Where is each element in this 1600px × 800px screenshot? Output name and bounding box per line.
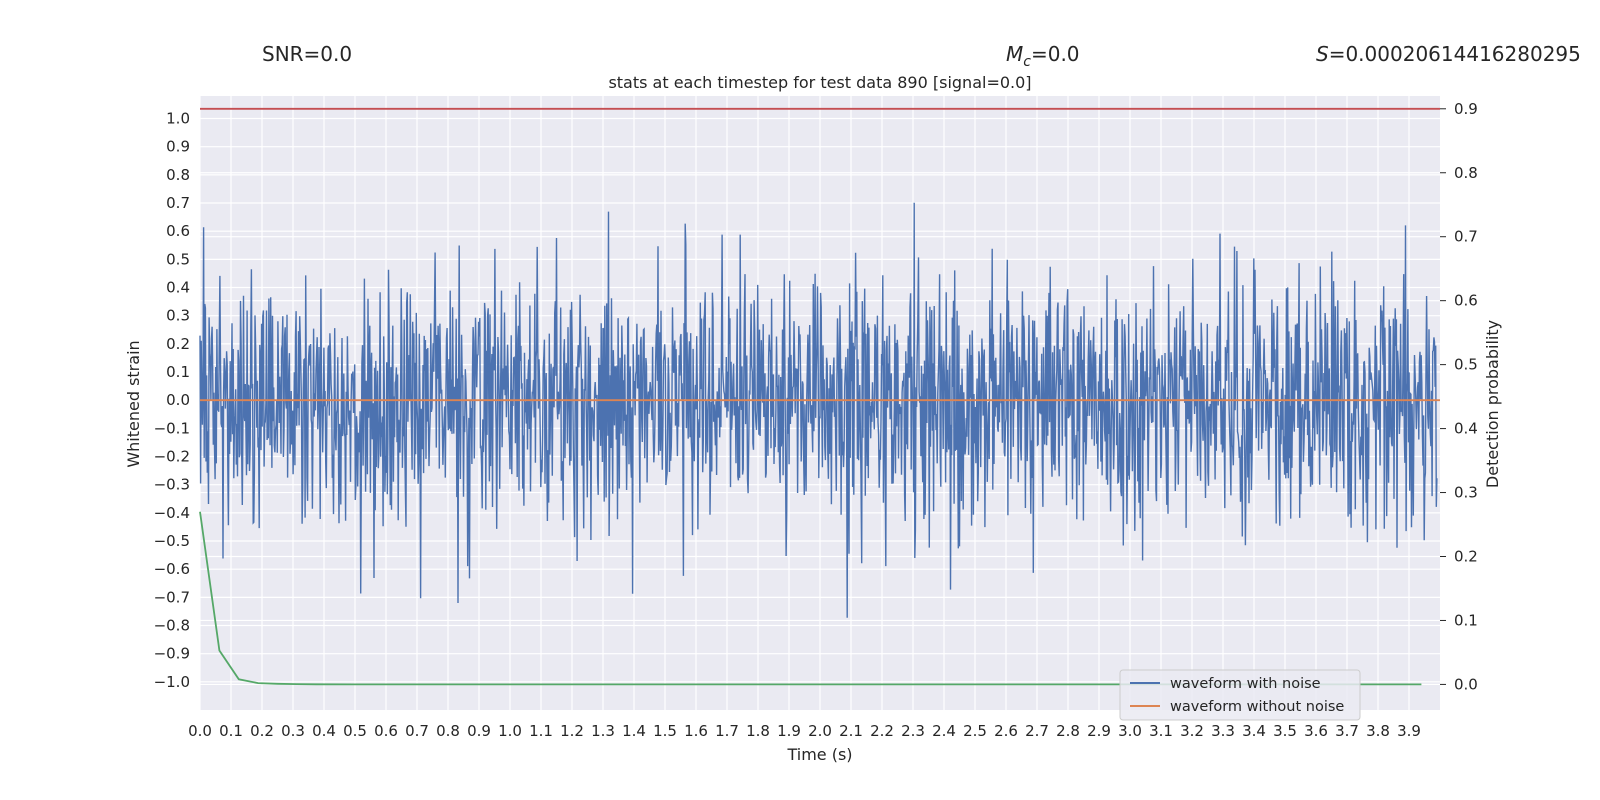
legend-box	[1119, 669, 1361, 721]
right-tick-label: 0.7	[1454, 228, 1478, 246]
left-tick-label: 0.7	[166, 194, 190, 212]
left-tick-label: −0.2	[154, 448, 190, 466]
x-tick-label: 1.5	[653, 722, 677, 740]
x-tick-label: 0.3	[281, 722, 305, 740]
x-tick-label: 0.7	[405, 722, 429, 740]
waveform-with-noise-series	[199, 202, 1438, 618]
x-tick-label: 1.6	[684, 722, 708, 740]
x-tick-label: 0.2	[250, 722, 274, 740]
x-axis-ticks: 0.0 0.1 0.2 0.3 0.4 0.5 0.6 0.7 0.8 0.9 1.0 1.1 1.2 1…	[188, 722, 1421, 740]
right-axis-label: Detection probability	[1483, 320, 1502, 488]
left-tick-label: −0.8	[154, 617, 190, 635]
x-tick-label: 3.4	[1242, 722, 1266, 740]
left-tick-label: −0.1	[154, 419, 190, 437]
x-tick-label: 1.7	[715, 722, 739, 740]
x-tick-label: 3.3	[1211, 722, 1235, 740]
chart-title: stats at each timestep for test data 890…	[608, 73, 1031, 92]
x-tick-label: 0.5	[343, 722, 367, 740]
left-tick-label: −0.6	[154, 560, 190, 578]
right-tick-label: 0.0	[1454, 675, 1478, 693]
snr-label: SNR=0.0	[262, 42, 352, 66]
x-tick-label: 2.4	[932, 722, 956, 740]
left-axis-ticks: 1.0 0.9 0.8 0.7 0.6 0.5 0.4 0.3 0.2 0.1 0.0 −0.1 −0.…	[154, 110, 190, 691]
x-tick-label: 1.2	[560, 722, 584, 740]
right-tick-label: 0.2	[1454, 548, 1478, 566]
x-tick-label: 1.0	[498, 722, 522, 740]
x-tick-label: 1.8	[746, 722, 770, 740]
x-tick-label: 1.9	[777, 722, 801, 740]
x-tick-label: 3.0	[1118, 722, 1142, 740]
x-tick-label: 1.4	[622, 722, 646, 740]
overlay-series	[199, 107, 1440, 686]
x-tick-label: 0.0	[188, 722, 212, 740]
x-tick-label: 2.2	[870, 722, 894, 740]
x-tick-label: 3.1	[1149, 722, 1173, 740]
right-tick-label: 0.9	[1454, 100, 1478, 118]
x-tick-label: 2.3	[901, 722, 925, 740]
right-tick-label: 0.4	[1454, 420, 1478, 438]
left-tick-label: 0.2	[166, 335, 190, 353]
left-tick-label: −0.5	[154, 532, 190, 550]
right-tick-label: 0.6	[1454, 292, 1478, 310]
x-axis-label: Time (s)	[786, 745, 852, 764]
left-tick-label: 0.5	[166, 250, 190, 268]
left-tick-label: 0.0	[166, 391, 190, 409]
left-tick-label: −0.9	[154, 645, 190, 663]
left-tick-label: 1.0	[166, 110, 190, 128]
x-tick-label: 1.1	[529, 722, 553, 740]
noise-waveform-line	[199, 202, 1438, 618]
x-tick-label: 0.1	[219, 722, 243, 740]
right-tick-label: 0.8	[1454, 164, 1478, 182]
left-tick-label: −1.0	[154, 673, 190, 691]
left-tick-label: 0.3	[166, 307, 190, 325]
x-tick-label: 2.8	[1056, 722, 1080, 740]
s-label: S=0.00020614416280295	[1316, 42, 1581, 66]
x-tick-label: 2.1	[839, 722, 863, 740]
left-tick-label: −0.3	[154, 476, 190, 494]
left-tick-label: 0.4	[166, 279, 190, 297]
x-tick-label: 3.5	[1273, 722, 1297, 740]
left-tick-label: 0.6	[166, 222, 190, 240]
right-tick-label: 0.3	[1454, 484, 1478, 502]
x-tick-label: 0.8	[436, 722, 460, 740]
right-axis-ticks: 0.9 0.8 0.7 0.6 0.5 0.4 0.3 0.2 0.1 0.0	[1440, 100, 1478, 693]
left-tick-label: −0.7	[154, 588, 190, 606]
x-tick-label: 0.4	[312, 722, 336, 740]
x-tick-label: 3.2	[1180, 722, 1204, 740]
x-tick-label: 3.6	[1304, 722, 1328, 740]
x-tick-label: 2.7	[1025, 722, 1049, 740]
left-tick-label: 0.8	[166, 166, 190, 184]
left-tick-label: 0.1	[166, 363, 190, 381]
legend-label-clean: waveform without noise	[1170, 699, 1344, 715]
x-tick-label: 2.0	[808, 722, 832, 740]
left-tick-label: 0.9	[166, 138, 190, 156]
right-tick-label: 0.1	[1454, 611, 1478, 629]
x-tick-label: 2.5	[963, 722, 987, 740]
left-tick-label: −0.4	[154, 504, 190, 522]
right-tick-label: 0.5	[1454, 356, 1478, 374]
mc-label: Mc=0.0	[1006, 42, 1080, 70]
x-tick-label: 0.6	[374, 722, 398, 740]
left-axis-label: Whitened strain	[124, 340, 143, 467]
x-tick-label: 2.6	[994, 722, 1018, 740]
x-tick-label: 3.8	[1366, 722, 1390, 740]
x-tick-label: 1.3	[591, 722, 615, 740]
detection-probability-line	[199, 511, 1422, 686]
x-tick-label: 2.9	[1087, 722, 1111, 740]
legend-label-noise: waveform with noise	[1170, 676, 1321, 692]
x-tick-label: 0.9	[467, 722, 491, 740]
x-tick-label: 3.9	[1397, 722, 1421, 740]
x-tick-label: 3.7	[1335, 722, 1359, 740]
legend: waveform with noise waveform without noi…	[1119, 669, 1361, 721]
